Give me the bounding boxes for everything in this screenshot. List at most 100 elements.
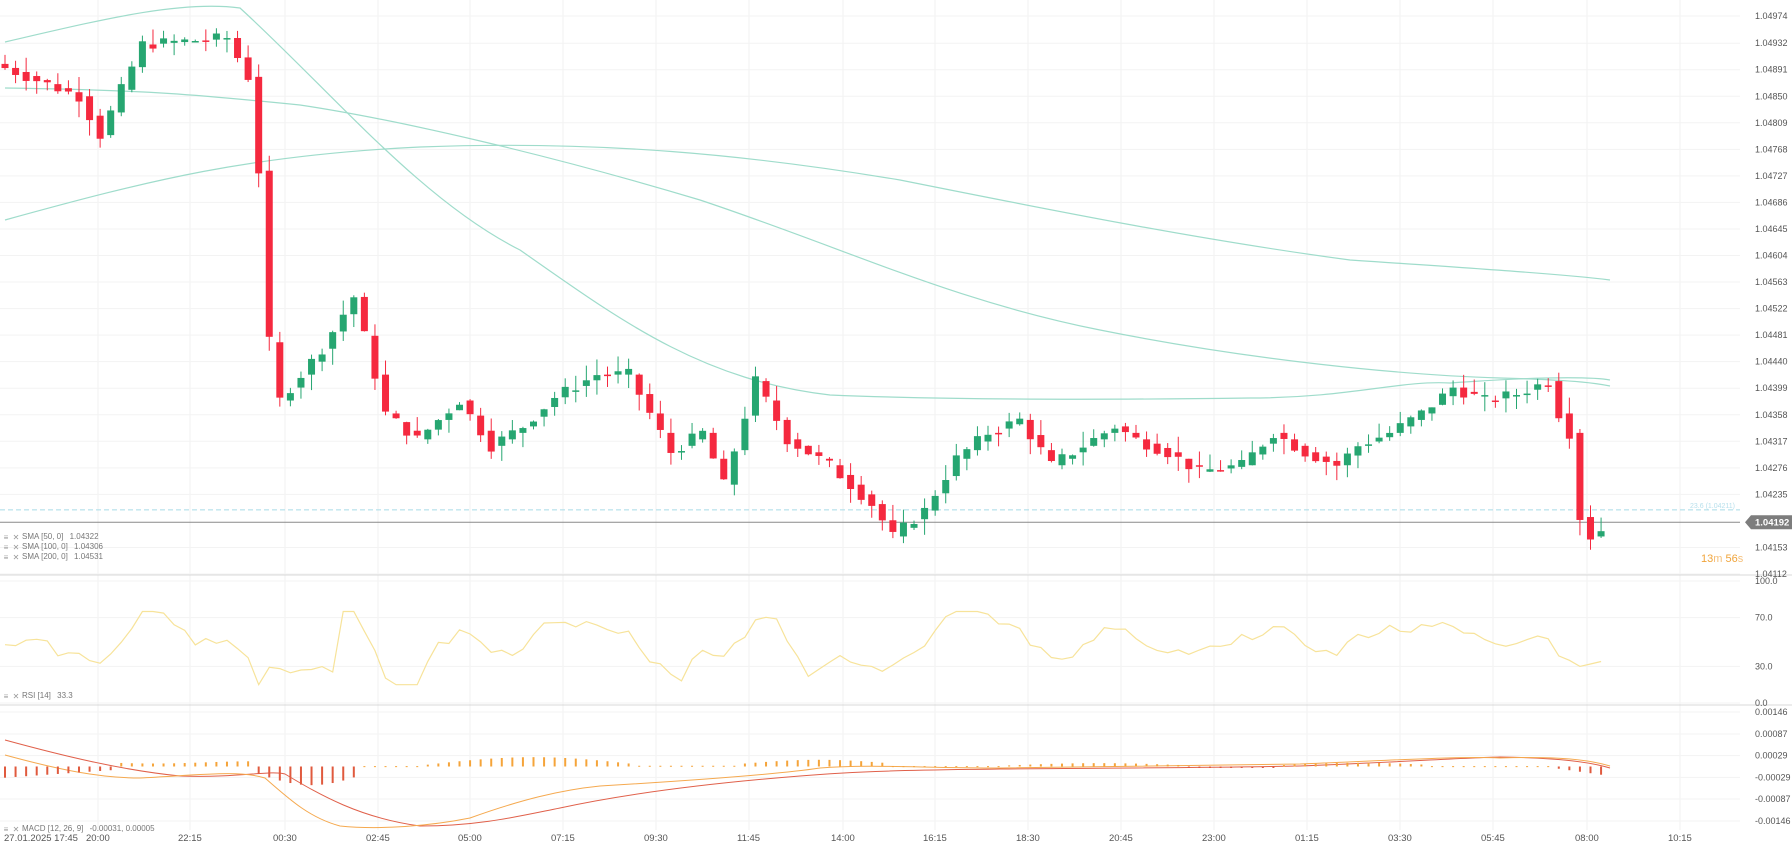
candle-down bbox=[1322, 456, 1330, 462]
macd-histogram-bar bbox=[352, 766, 355, 778]
sma-line-100 bbox=[4, 87, 1611, 387]
candle-up bbox=[1090, 438, 1098, 446]
sma-50-legend[interactable]: ≡ ✕ SMA [50, 0] 1.04322 bbox=[2, 532, 103, 542]
candle-up bbox=[963, 449, 971, 459]
macd-histogram-bar bbox=[1325, 763, 1328, 767]
candle-up bbox=[117, 84, 125, 113]
menu-icon[interactable]: ≡ bbox=[3, 691, 9, 701]
macd-histogram-bar bbox=[923, 766, 926, 768]
candle-up bbox=[952, 455, 960, 477]
candle-down bbox=[33, 76, 41, 82]
sma-50-label: SMA [50, 0] bbox=[22, 532, 64, 541]
candle-up bbox=[1449, 387, 1457, 397]
price-tick-label: 1.04809 bbox=[1755, 118, 1788, 128]
close-icon[interactable]: ✕ bbox=[12, 824, 20, 834]
candle-down bbox=[64, 88, 72, 92]
candle-up bbox=[308, 358, 316, 375]
close-icon[interactable]: ✕ bbox=[12, 542, 20, 552]
macd-histogram-bar bbox=[1293, 764, 1296, 767]
macd-histogram-bar bbox=[204, 762, 207, 767]
price-tick-label: 1.04522 bbox=[1755, 304, 1788, 314]
candle-up bbox=[1259, 446, 1267, 455]
macd-legend: ≡ ✕ MACD [12, 26, 9] -0.00031, 0.00005 bbox=[2, 824, 155, 834]
macd-histogram-bar bbox=[1166, 764, 1169, 767]
macd-histogram-bar bbox=[595, 760, 598, 767]
candle-up bbox=[942, 480, 950, 494]
macd-histogram-bar bbox=[77, 766, 80, 773]
macd-histogram-bar bbox=[120, 762, 123, 767]
price-tick-label: 1.04563 bbox=[1755, 277, 1788, 287]
macd-legend-row[interactable]: ≡ ✕ MACD [12, 26, 9] -0.00031, 0.00005 bbox=[2, 824, 155, 834]
close-icon[interactable]: ✕ bbox=[12, 691, 20, 701]
macd-histogram-bar bbox=[384, 766, 387, 768]
price-tick-label: 1.04276 bbox=[1755, 463, 1788, 473]
macd-histogram-bar bbox=[426, 764, 429, 767]
sma-line-200 bbox=[4, 144, 1611, 281]
macd-histogram-bar bbox=[1578, 766, 1581, 772]
candle-up bbox=[984, 434, 992, 442]
menu-icon[interactable]: ≡ bbox=[3, 824, 9, 834]
candle-up bbox=[931, 495, 939, 511]
macd-histogram-bar bbox=[1462, 766, 1465, 768]
candle-down bbox=[1037, 435, 1045, 448]
candle-up bbox=[350, 297, 358, 315]
price-tick-label: 1.04727 bbox=[1755, 171, 1788, 181]
candle-countdown: 13m 56s bbox=[1701, 553, 1744, 565]
rsi-legend-row[interactable]: ≡ ✕ RSI [14] 33.3 bbox=[2, 691, 73, 701]
macd-histogram-bar bbox=[109, 766, 112, 771]
candle-down bbox=[709, 432, 717, 459]
candle-up bbox=[1111, 428, 1119, 433]
candle-up bbox=[625, 368, 633, 375]
candle-up bbox=[741, 418, 749, 451]
macd-histogram-bar bbox=[701, 765, 704, 767]
macd-histogram-bar bbox=[1187, 766, 1190, 768]
menu-icon[interactable]: ≡ bbox=[3, 532, 9, 542]
macd-histogram-bar bbox=[183, 763, 186, 767]
macd-histogram-bar bbox=[1113, 763, 1116, 767]
current-price-label: 1.04192 bbox=[1755, 518, 1789, 529]
candle-down bbox=[815, 452, 823, 456]
menu-icon[interactable]: ≡ bbox=[3, 552, 9, 562]
candle-up bbox=[434, 420, 442, 430]
price-tick-label: 1.04768 bbox=[1755, 144, 1788, 154]
macd-histogram-bar bbox=[870, 761, 873, 767]
candle-up bbox=[910, 524, 918, 528]
menu-icon[interactable]: ≡ bbox=[3, 542, 9, 552]
macd-signal-line bbox=[4, 739, 1611, 827]
macd-histogram-bar bbox=[363, 766, 366, 768]
time-tick-label: 27.01.2025 17:45 bbox=[4, 833, 78, 844]
candle-down bbox=[1470, 391, 1478, 394]
macd-histogram-bar bbox=[1124, 763, 1127, 767]
axes[interactable]: 1.04974 1.04932 1.04891 1.04850 1.04809 1.047… bbox=[4, 11, 1792, 844]
time-tick-label: 07:15 bbox=[551, 833, 575, 844]
macd-histogram-bar bbox=[99, 766, 102, 771]
sma-200-legend[interactable]: ≡ ✕ SMA [200, 0] 1.04531 bbox=[2, 552, 103, 562]
sma-100-legend[interactable]: ≡ ✕ SMA [100, 0] 1.04306 bbox=[2, 542, 103, 552]
macd-histogram-bar bbox=[638, 765, 641, 767]
macd-histogram-bar bbox=[574, 758, 577, 767]
macd-histogram-bar bbox=[1282, 765, 1285, 767]
macd-histogram-bar bbox=[965, 766, 968, 768]
time-tick-label: 02:45 bbox=[366, 833, 390, 844]
candle-down bbox=[1047, 450, 1055, 462]
candle-up bbox=[973, 436, 981, 451]
macd-histogram-bar bbox=[247, 761, 250, 767]
candle-up bbox=[1365, 444, 1373, 446]
rsi-pane bbox=[0, 580, 1740, 704]
candle-up bbox=[1343, 453, 1351, 466]
close-icon[interactable]: ✕ bbox=[12, 552, 20, 562]
macd-histogram-bar bbox=[828, 759, 831, 767]
macd-histogram-bar bbox=[173, 763, 176, 767]
macd-histogram-bar bbox=[490, 758, 493, 767]
candle-down bbox=[1132, 432, 1140, 438]
candle-down bbox=[1576, 432, 1584, 520]
candle-up bbox=[921, 507, 929, 520]
candle-up bbox=[1513, 395, 1521, 397]
macd-histogram-bar bbox=[648, 765, 651, 767]
candle-down bbox=[995, 432, 1003, 435]
close-icon[interactable]: ✕ bbox=[12, 532, 20, 542]
candle-down bbox=[413, 430, 421, 436]
candle-down bbox=[1026, 419, 1034, 440]
